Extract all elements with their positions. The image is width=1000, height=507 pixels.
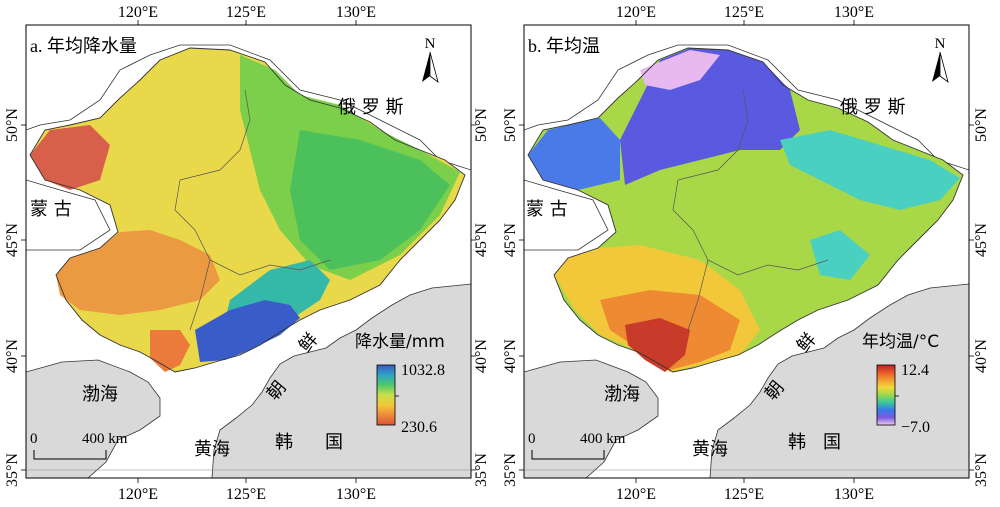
north-arrow-icon [422,52,430,82]
y-tick-right-45: 45°N [473,223,490,257]
scale-bar: 0 400 km [30,431,128,460]
legend-max: 1032.8 [401,362,445,379]
scale-label-0: 0 [528,431,536,447]
boundaries [29,47,466,373]
x-tick-bottom-125: 125°E [724,486,764,503]
y-tick-left-50: 50°N [502,108,519,142]
y-tick-right-50: 50°N [473,108,490,142]
label-mongolia: 蒙 古 [30,199,72,220]
label-yellow-sea: 黄海 [692,439,728,460]
boundaries [527,47,964,373]
y-tick-right-50: 50°N [973,108,990,142]
y-tick-left-40: 40°N [4,339,21,373]
x-tick-bottom-120: 120°E [616,486,656,503]
y-tick-left-45: 45°N [4,223,21,257]
y-tick-left-45: 45°N [502,223,519,257]
north-label: N [935,36,946,52]
y-tick-left-35: 35°N [4,453,21,487]
x-tick-top-130: 130°E [834,4,874,21]
temp-raster [528,48,963,372]
legend: 年均温/°C 12.4 −7.0 [862,332,939,436]
scale-label-400: 400 km [82,431,128,447]
north-arrow: N [422,36,439,84]
grid-and-ticks: 120°E 125°E 130°E 120°E 125°E 130°E 50°N… [502,4,990,503]
land-neighbors [524,283,969,478]
label-rok-1: 韩 [788,432,806,453]
label-bohai: 渤海 [82,384,118,405]
legend-max: 12.4 [901,362,929,379]
scale-label-0: 0 [30,431,38,447]
x-tick-top-125: 125°E [724,4,764,21]
x-tick-top-130: 130°E [336,4,376,21]
label-russia: 俄 罗 斯 [338,97,403,118]
y-tick-left-50: 50°N [4,108,21,142]
x-tick-top-125: 125°E [226,4,266,21]
legend: 降水量/mm 1032.8 230.6 [355,332,445,436]
y-tick-right-45: 45°N [973,223,990,257]
map-title-text: b. 年均温 [528,36,600,56]
y-tick-right-40: 40°N [473,339,490,373]
map-title: a. 年均降水量 [30,36,137,56]
label-rok-1: 韩 [275,432,293,453]
x-tick-bottom-130: 130°E [336,486,376,503]
y-tick-right-35: 35°N [973,453,990,487]
north-arrow-icon [932,52,940,82]
label-russia: 俄 罗 斯 [840,97,905,118]
label-rok-2: 国 [325,432,343,453]
label-bohai: 渤海 [604,384,640,405]
x-tick-bottom-130: 130°E [834,486,874,503]
y-tick-right-35: 35°N [473,453,490,487]
y-tick-right-40: 40°N [973,339,990,373]
north-arrow: N [932,36,949,84]
precip-raster [30,48,465,372]
map-precip: a. 年均降水量 N 俄 罗 斯 蒙 古 渤海 黄海 朝 鲜 韩 国 降水量/m… [4,4,490,503]
y-tick-left-40: 40°N [502,339,519,373]
map-frame [523,24,970,479]
legend-title: 年均温/°C [862,332,939,352]
x-tick-bottom-120: 120°E [118,486,158,503]
legend-min: −7.0 [901,419,930,436]
grid-and-ticks: 120°E 125°E 130°E 120°E 125°E 130°E 50°N… [4,4,490,503]
x-tick-bottom-125: 125°E [226,486,266,503]
x-tick-top-120: 120°E [118,4,158,21]
scale-label-400: 400 km [580,431,626,447]
map-frame [25,24,472,479]
x-tick-top-120: 120°E [616,4,656,21]
map-title-text: a. 年均降水量 [30,36,137,56]
label-yellow-sea: 黄海 [194,439,230,460]
legend-colorbar [876,364,896,426]
map-title: b. 年均温 [528,36,600,56]
land-neighbors [26,283,471,478]
label-mongolia: 蒙 古 [526,199,568,220]
legend-colorbar [376,364,396,426]
legend-min: 230.6 [401,419,437,436]
y-tick-left-35: 35°N [502,453,519,487]
label-rok-2: 国 [823,432,841,453]
map-temp: b. 年均温 N 俄 罗 斯 蒙 古 渤海 黄海 朝 鲜 韩 国 年均温/°C … [502,4,990,503]
legend-title: 降水量/mm [355,332,445,352]
north-label: N [425,36,436,52]
scale-bar: 0 400 km [528,431,626,460]
